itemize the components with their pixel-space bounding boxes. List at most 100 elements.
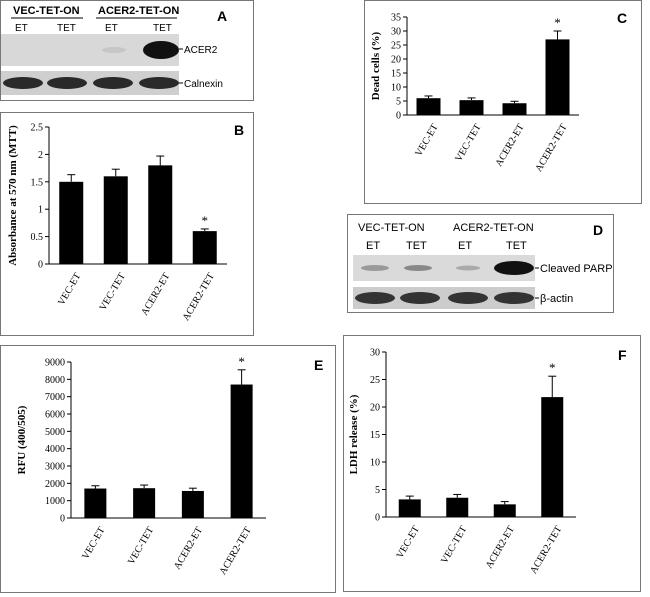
bar bbox=[192, 231, 217, 264]
blot-d-band bbox=[404, 265, 432, 271]
x-tick-label: VEC-TET bbox=[98, 271, 128, 313]
x-tick-label: VEC-ET bbox=[413, 122, 440, 158]
bar bbox=[446, 497, 469, 517]
blot-d-lane-label: ET bbox=[366, 240, 380, 252]
bar bbox=[502, 103, 527, 115]
blot-a-band bbox=[102, 47, 126, 53]
y-tick-label: 1 bbox=[38, 205, 43, 216]
y-tick-label: 2000 bbox=[45, 479, 65, 490]
x-tick-label: VEC-ET bbox=[56, 271, 83, 307]
chart-panel-f: 0 5 10 15 20 25 30 LDH release (%) F VEC-ET VEC-TE… bbox=[343, 335, 641, 592]
x-tick-label: ACER2-TET bbox=[533, 122, 569, 174]
blot-d-group-label: ACER2-TET-ON bbox=[453, 222, 534, 234]
blot-a-group-label: ACER2-TET-ON bbox=[98, 5, 179, 17]
y-tick-label: 7000 bbox=[45, 392, 65, 403]
bar bbox=[133, 488, 156, 518]
blot-a-lane-label: TET bbox=[153, 23, 172, 34]
blot-a-band bbox=[3, 77, 43, 89]
x-tick-label: ACER2-ET bbox=[172, 525, 205, 571]
y-tick-label: 25 bbox=[391, 41, 401, 52]
y-tick-label: 35 bbox=[391, 13, 401, 24]
blot-panel-a: VEC-TET-ON ACER2-TET-ON A ET TET ET TET … bbox=[0, 0, 254, 101]
blot-a-lane-label: TET bbox=[57, 23, 76, 34]
chart-b-svg: 0 0.5 1 1.5 2 2.5 Absorbance at 570 nm (MTT) B V… bbox=[7, 122, 244, 323]
blot-d-band bbox=[400, 292, 440, 304]
panel-letter: F bbox=[618, 347, 627, 363]
y-tick-label: 20 bbox=[370, 403, 380, 414]
blot-a-group-label: VEC-TET-ON bbox=[13, 5, 80, 17]
y-axis-label: Dead cells (%) bbox=[370, 31, 382, 100]
blot-d-band-label: Cleaved PARP bbox=[540, 263, 613, 275]
bar bbox=[545, 39, 570, 115]
bar bbox=[84, 488, 107, 518]
blot-panel-d: VEC-TET-ON ACER2-TET-ON D ET TET ET TET … bbox=[347, 214, 614, 313]
x-tick-label: ACER2-ET bbox=[494, 122, 527, 168]
y-tick-label: 25 bbox=[370, 375, 380, 386]
significance-marker: * bbox=[238, 354, 245, 369]
y-tick-label: 9000 bbox=[45, 358, 65, 369]
blot-a-panel-letter: A bbox=[217, 8, 227, 24]
blot-d-band bbox=[456, 265, 480, 271]
y-tick-label: 3000 bbox=[45, 462, 65, 473]
x-tick-label: VEC-TET bbox=[126, 525, 156, 567]
y-tick-label: 5 bbox=[396, 97, 401, 108]
bar bbox=[493, 504, 516, 517]
bar bbox=[181, 490, 204, 518]
blot-d-band-label: β-actin bbox=[540, 293, 573, 305]
blot-d-band bbox=[494, 261, 534, 275]
x-tick-label: VEC-ET bbox=[80, 525, 107, 561]
panel-letter: C bbox=[617, 10, 627, 26]
x-tick-label: ACER2-ET bbox=[139, 271, 172, 317]
blot-d-band bbox=[355, 292, 395, 304]
y-tick-label: 2.5 bbox=[31, 123, 44, 134]
chart-panel-e: 0 1000 2000 3000 4000 5000 6000 7000 8000 9000 RFU… bbox=[0, 345, 336, 593]
chart-panel-c: 0 5 10 15 20 25 30 35 Dead cells (%) C VEC-ET VEC-T… bbox=[364, 0, 642, 204]
y-tick-label: 4000 bbox=[45, 444, 65, 455]
x-tick-label: ACER2-TET bbox=[218, 525, 254, 577]
blot-d-lane-label: TET bbox=[406, 240, 427, 252]
blot-d-group-label: VEC-TET-ON bbox=[358, 222, 425, 234]
y-axis-label: Absorbance at 570 nm (MTT) bbox=[7, 125, 19, 266]
blot-a-svg: VEC-TET-ON ACER2-TET-ON A ET TET ET TET … bbox=[1, 5, 227, 95]
bar bbox=[230, 384, 253, 518]
y-axis-label: RFU (400/505) bbox=[16, 405, 28, 474]
y-tick-label: 5000 bbox=[45, 427, 65, 438]
y-axis-label: LDH release (%) bbox=[348, 394, 360, 474]
x-tick-label: VEC-TET bbox=[439, 524, 469, 566]
y-tick-label: 1.5 bbox=[31, 177, 44, 188]
bar bbox=[459, 100, 484, 115]
y-tick-label: 0 bbox=[60, 514, 65, 525]
blot-d-lane-label: TET bbox=[506, 240, 527, 252]
y-tick-label: 0 bbox=[38, 260, 43, 271]
y-tick-label: 0 bbox=[375, 513, 380, 524]
y-tick-label: 30 bbox=[391, 27, 401, 38]
bar bbox=[541, 397, 564, 517]
chart-f-svg: 0 5 10 15 20 25 30 LDH release (%) F VEC-ET VEC-TE… bbox=[348, 347, 627, 576]
y-tick-label: 5 bbox=[375, 485, 380, 496]
blot-a-band-label: ACER2 bbox=[184, 45, 218, 56]
x-tick-label: VEC-TET bbox=[453, 122, 483, 164]
blot-d-svg: VEC-TET-ON ACER2-TET-ON D ET TET ET TET … bbox=[353, 222, 613, 309]
significance-marker: * bbox=[549, 360, 556, 375]
y-tick-label: 30 bbox=[370, 348, 380, 359]
blot-a-band-label: Calnexin bbox=[184, 79, 223, 90]
blot-d-band bbox=[494, 292, 534, 304]
y-tick-label: 10 bbox=[391, 83, 401, 94]
bar bbox=[148, 165, 173, 264]
blot-d-band bbox=[448, 292, 488, 304]
blot-d-panel-letter: D bbox=[593, 222, 603, 238]
x-tick-label: ACER2-ET bbox=[484, 524, 517, 570]
chart-c-svg: 0 5 10 15 20 25 30 35 Dead cells (%) C VEC-ET VEC-T… bbox=[370, 10, 627, 174]
x-tick-label: VEC-ET bbox=[395, 524, 422, 560]
x-tick-label: ACER2-TET bbox=[181, 271, 217, 323]
blot-d-lane-label: ET bbox=[458, 240, 472, 252]
blot-a-lane-label: ET bbox=[15, 23, 28, 34]
y-tick-label: 15 bbox=[391, 69, 401, 80]
blot-a-band bbox=[139, 77, 179, 89]
bar bbox=[103, 176, 128, 264]
panel-letter: E bbox=[314, 357, 323, 373]
y-tick-label: 0 bbox=[396, 111, 401, 122]
y-tick-label: 0.5 bbox=[31, 232, 44, 243]
y-tick-label: 20 bbox=[391, 55, 401, 66]
chart-panel-b: 0 0.5 1 1.5 2 2.5 Absorbance at 570 nm (MTT) B V… bbox=[0, 112, 254, 336]
